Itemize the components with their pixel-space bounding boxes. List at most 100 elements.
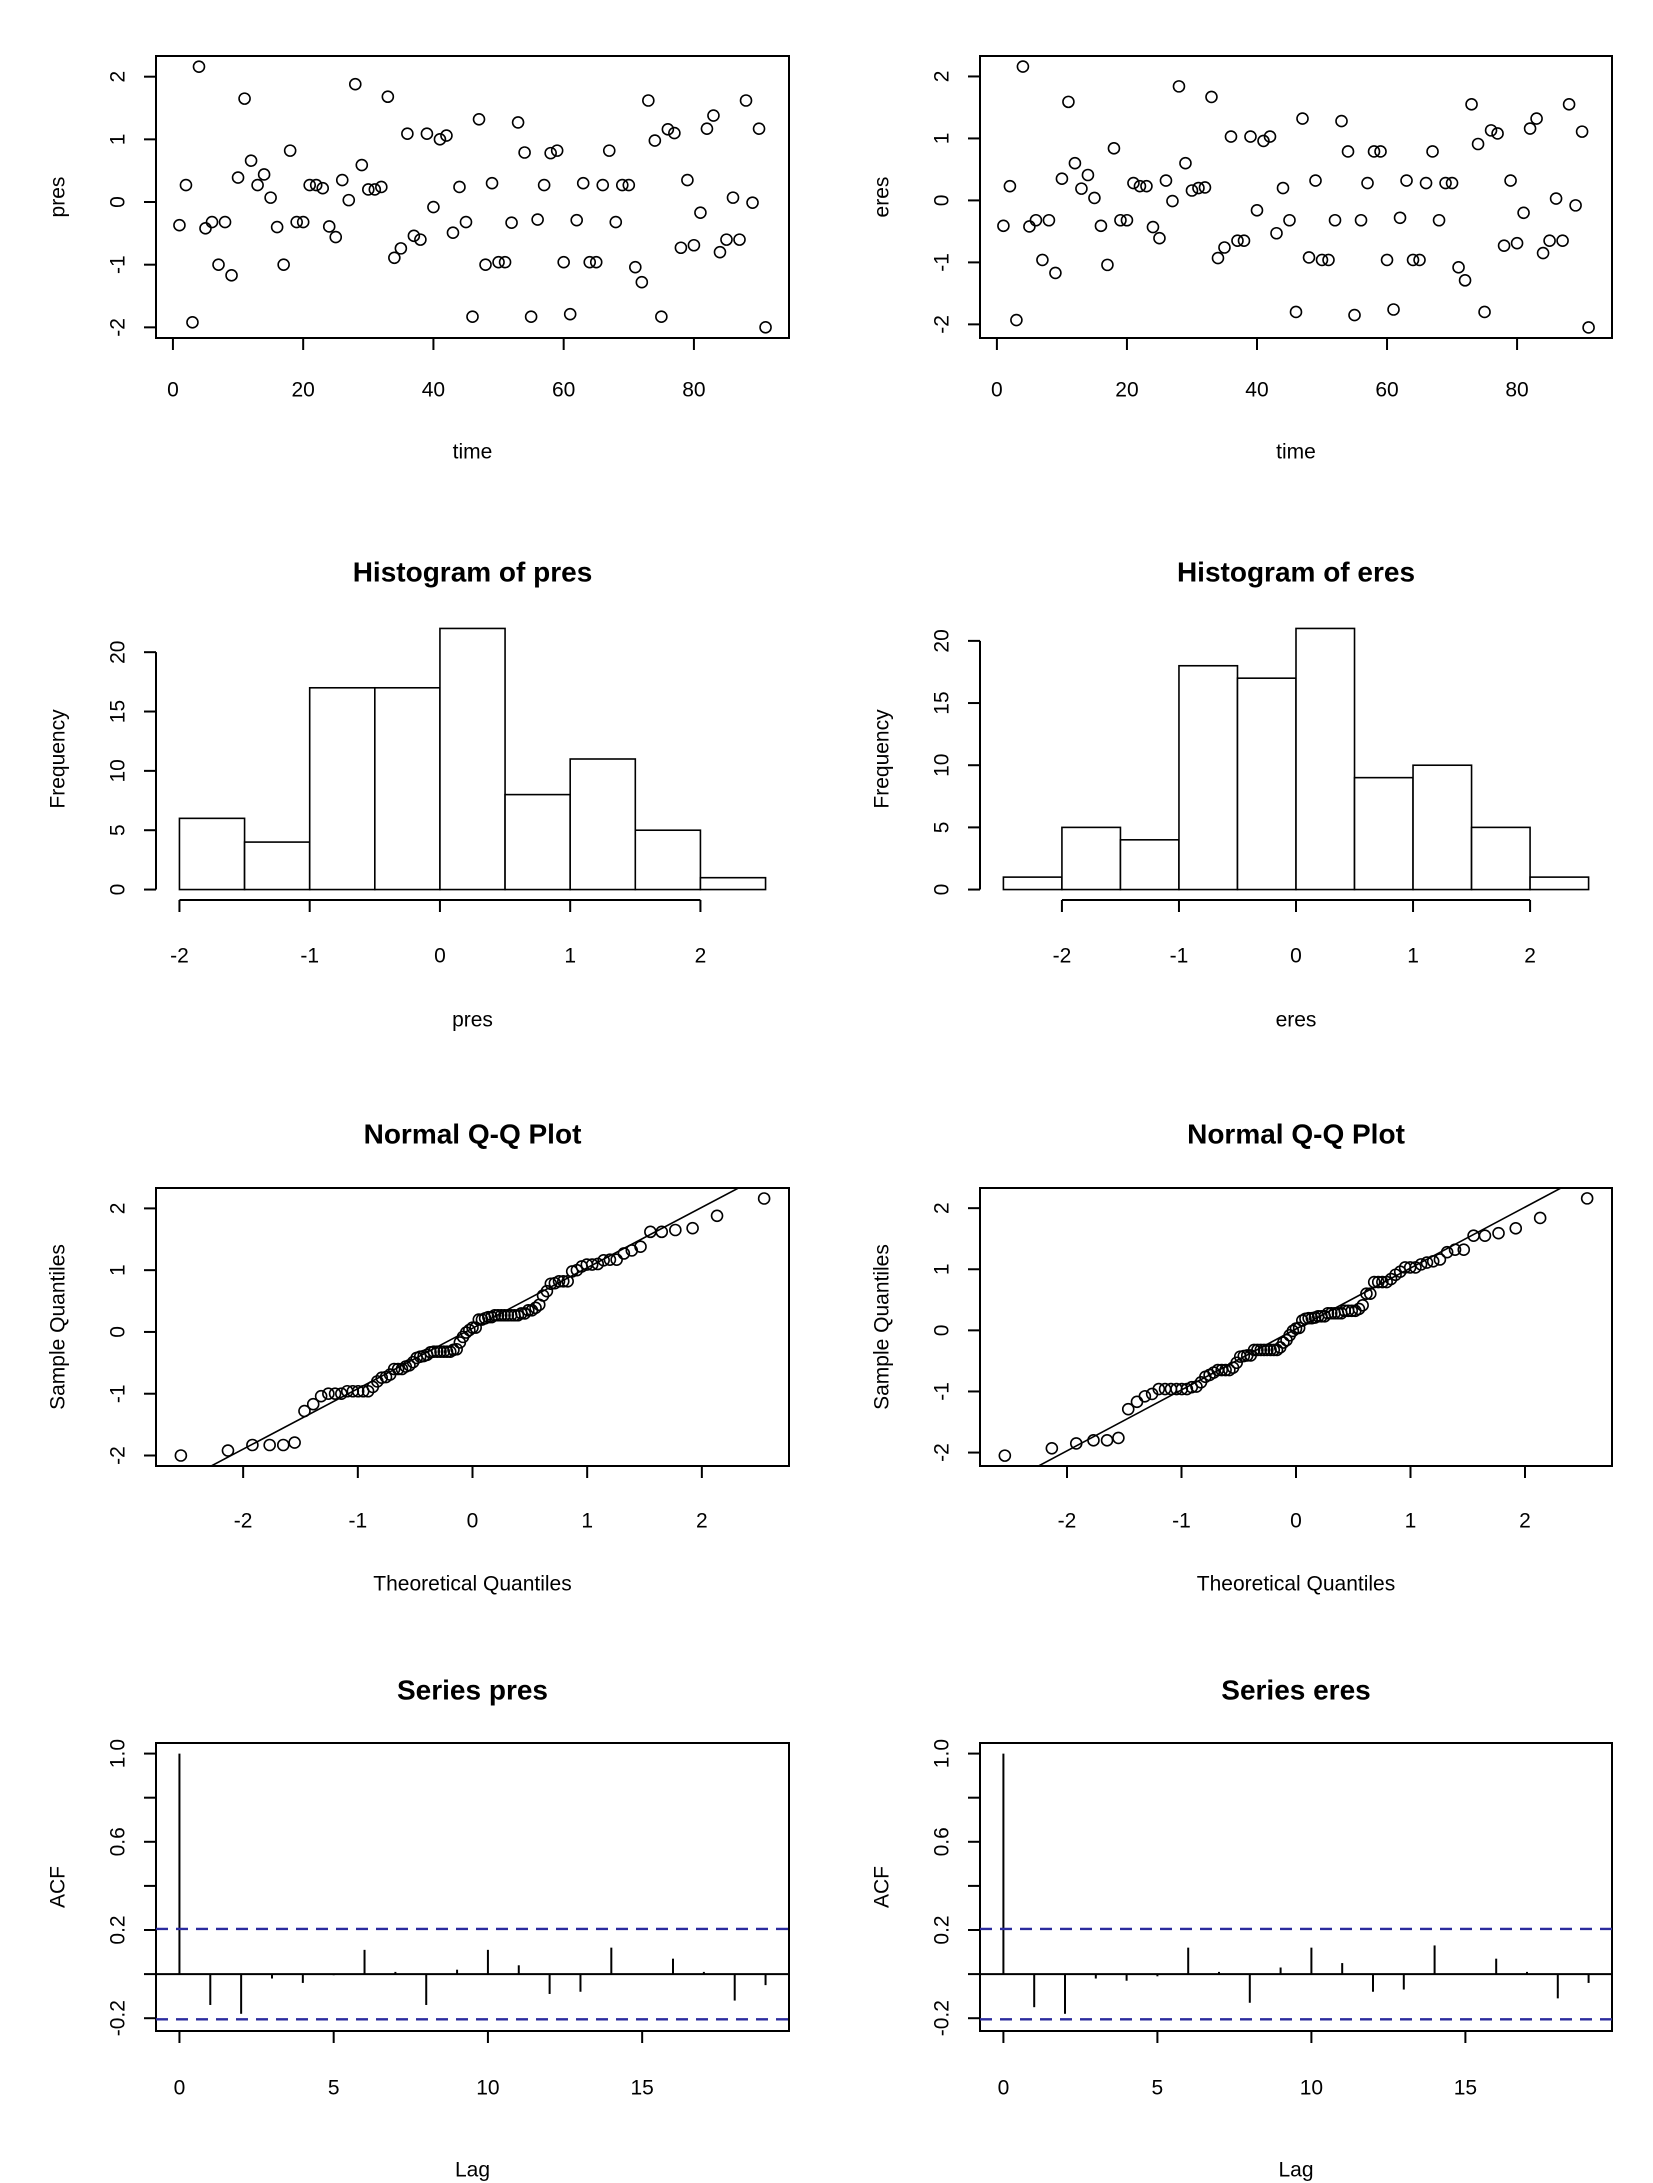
data-marks xyxy=(997,60,1595,334)
data-point xyxy=(642,94,655,107)
histogram-bar xyxy=(504,793,571,891)
data-point xyxy=(362,183,375,196)
qq-point xyxy=(1414,1258,1428,1271)
data-point xyxy=(1335,114,1348,128)
data-point xyxy=(1439,176,1452,190)
data-point xyxy=(238,92,251,105)
data-point xyxy=(1127,176,1140,190)
qq-point xyxy=(669,1223,682,1237)
data-point xyxy=(1185,184,1199,197)
y-tick-label: 0 xyxy=(931,1325,954,1337)
data-point xyxy=(1309,174,1322,187)
x-tick-label: 15 xyxy=(630,2077,653,2100)
qq-point xyxy=(466,1321,479,1334)
x-tick-label: -2 xyxy=(234,1510,253,1533)
y-axis-label: ACF xyxy=(47,1866,70,1908)
histogram-bar xyxy=(634,829,702,891)
data-point xyxy=(498,255,512,269)
histogram-bar xyxy=(1412,764,1473,891)
data-point xyxy=(589,255,603,269)
data-point xyxy=(381,90,395,104)
data-point xyxy=(596,178,610,192)
data-point xyxy=(1049,266,1062,280)
data-point xyxy=(1361,176,1374,190)
x-tick-label: 80 xyxy=(1505,379,1528,402)
data-point xyxy=(192,60,206,73)
data-point xyxy=(1582,321,1595,334)
data-point xyxy=(414,233,427,246)
y-tick-label: 0.6 xyxy=(931,1827,954,1856)
data-point xyxy=(1010,313,1023,327)
qq-point xyxy=(1121,1402,1135,1416)
plot-frame xyxy=(155,1742,790,2032)
qq-point xyxy=(998,1449,1012,1462)
qq-point xyxy=(529,1301,542,1315)
data-point xyxy=(231,171,245,184)
y-tick-label: -2 xyxy=(107,1446,130,1465)
y-axis-label: Frequency xyxy=(871,709,894,809)
data-point xyxy=(713,245,727,259)
qq-point xyxy=(1100,1434,1114,1447)
data-point xyxy=(375,180,388,194)
data-point xyxy=(1348,308,1361,322)
qq-point xyxy=(491,1308,505,1322)
histogram-bar xyxy=(1061,826,1122,891)
data-point xyxy=(1419,176,1433,190)
data-point xyxy=(1263,130,1277,143)
data-point xyxy=(1081,168,1095,182)
data-point xyxy=(1432,213,1446,227)
data-point xyxy=(1556,234,1569,247)
data-point xyxy=(531,213,544,226)
qq-point xyxy=(1152,1382,1166,1396)
x-tick-label: 5 xyxy=(1152,2077,1164,2100)
data-marks xyxy=(173,60,772,334)
qq-point xyxy=(1267,1343,1281,1357)
data-point xyxy=(335,173,349,187)
y-tick-label: 0 xyxy=(107,196,130,208)
y-tick-label: -0.2 xyxy=(931,2000,954,2036)
data-point xyxy=(316,181,330,195)
panel-qq-sample-quantiles-5: -2 -1 0 1 2 -2 -1 0 1 2 Theoretical Quantiles Sampl… xyxy=(871,1119,1613,1596)
data-point xyxy=(186,316,199,329)
data-point xyxy=(1029,213,1043,227)
data-point xyxy=(1114,213,1127,227)
data-point xyxy=(1562,98,1576,111)
data-point xyxy=(1094,219,1108,233)
qq-point xyxy=(1257,1343,1271,1357)
data-point xyxy=(440,129,453,142)
data-point xyxy=(394,242,408,255)
data-marks xyxy=(980,1753,1612,2021)
y-tick-label: -1 xyxy=(107,1384,130,1403)
x-tick-label: 1 xyxy=(564,945,576,968)
qq-point xyxy=(1433,1253,1447,1266)
data-point xyxy=(1140,179,1153,193)
qq-point xyxy=(552,1274,566,1288)
qq-point xyxy=(375,1371,389,1384)
x-tick-label: 0 xyxy=(1290,945,1302,968)
data-point xyxy=(759,321,772,334)
panel-qq-sample-quantiles-4: -2 -1 0 1 2 -2 -1 0 1 2 Theoretical Quantiles Sampl… xyxy=(47,1119,790,1596)
data-point xyxy=(322,220,336,233)
x-tick-label: 15 xyxy=(1454,2077,1477,2100)
data-point xyxy=(720,233,733,246)
data-point xyxy=(655,310,668,323)
y-tick-label: 1 xyxy=(931,1263,954,1275)
qq-point xyxy=(565,1265,579,1278)
qq-point xyxy=(1509,1222,1523,1235)
histogram-bar xyxy=(699,876,767,891)
data-point xyxy=(1146,220,1160,234)
data-point xyxy=(1244,130,1257,143)
data-point xyxy=(212,258,225,271)
data-point xyxy=(1172,80,1186,93)
x-tick-label: 2 xyxy=(696,1510,708,1533)
panel-scatter-eres-1: 0 20 40 60 80 -2 -1 0 1 2 time eres xyxy=(871,55,1613,464)
y-axis-label: eres xyxy=(871,177,894,218)
qq-point xyxy=(603,1253,617,1266)
data-point xyxy=(1510,236,1524,250)
x-tick-label: 10 xyxy=(476,2077,499,2100)
qq-point xyxy=(314,1389,328,1403)
data-point xyxy=(401,127,414,141)
data-point xyxy=(355,158,369,172)
qq-point xyxy=(263,1438,276,1452)
